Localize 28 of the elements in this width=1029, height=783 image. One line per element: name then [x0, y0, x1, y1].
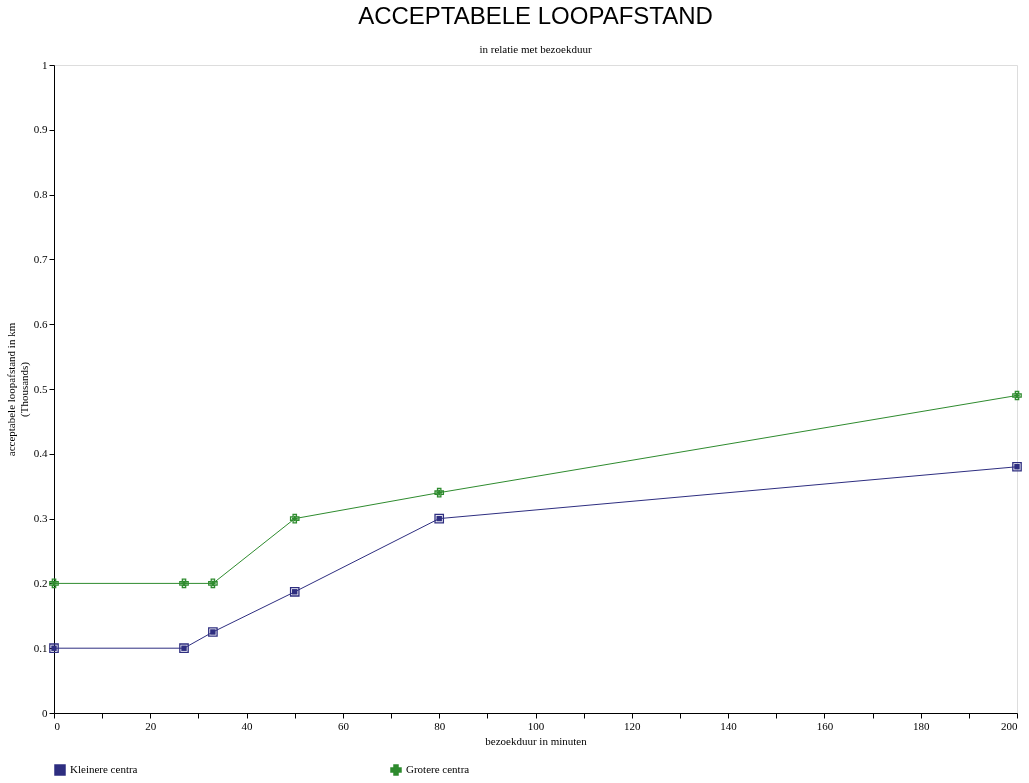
y-tick-label: 0.4: [33, 447, 48, 460]
y-tick-label: 0.6: [33, 317, 48, 330]
x-tick-label: 140: [720, 719, 738, 732]
y-tick-label: 0.9: [33, 123, 48, 136]
legend-label: Grotere centra: [406, 763, 470, 775]
x-tick-label: 160: [816, 719, 834, 732]
y-tick-label: 0.7: [33, 252, 48, 265]
y-tick-label: 0.3: [33, 512, 48, 525]
x-tick-label: 60: [337, 719, 350, 732]
y-axis-title: acceptabele loopafstand in km (Thousands): [4, 322, 31, 457]
x-axis-title: bezoekduur in minuten: [485, 734, 588, 747]
x-tick-label: 0: [54, 719, 61, 732]
x-tick-label: 100: [527, 719, 545, 732]
y-tick-label: 1: [42, 58, 48, 71]
chart-title: ACCEPTABELE LOOPAFSTAND: [358, 2, 713, 29]
x-tick-label: 20: [145, 719, 157, 732]
y-tick-label: 0.1: [33, 641, 48, 654]
x-tick-label: 40: [241, 719, 254, 732]
y-tick-label: 0.8: [33, 188, 48, 201]
y-tick-label: 0.5: [33, 382, 48, 395]
x-tick-label: 80: [434, 719, 446, 732]
x-tick-label: 200: [1001, 719, 1018, 732]
legend-label: Kleinere centra: [70, 763, 138, 775]
y-tick-label: 0: [42, 706, 48, 719]
x-tick-label: 180: [912, 719, 930, 732]
x-tick-label: 120: [624, 719, 642, 732]
chart-subtitle: in relatie met bezoekduur: [479, 43, 592, 55]
y-tick-label: 0.2: [33, 576, 48, 589]
